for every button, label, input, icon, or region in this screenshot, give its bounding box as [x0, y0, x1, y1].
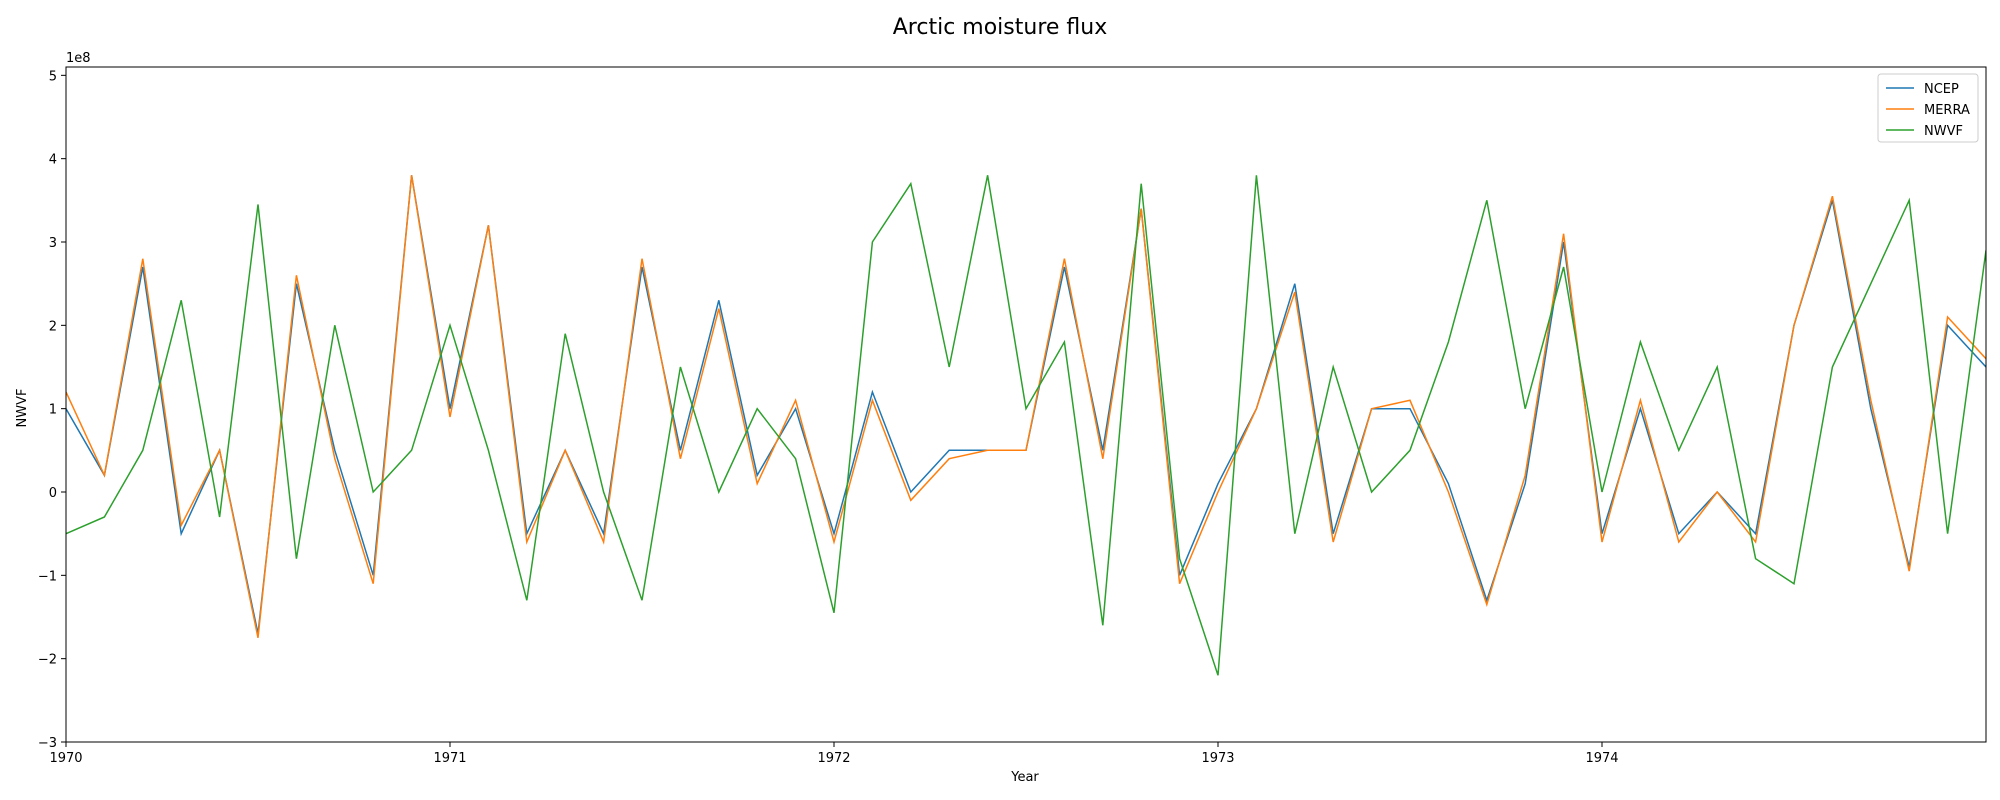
series-line-merra [66, 175, 1986, 638]
legend-box [1877, 73, 1979, 143]
y-offset-label: 1e8 [66, 51, 91, 66]
legend: NCEP MERRA NWVF [1877, 73, 1979, 143]
y-axis-ticks: −3 −2 −1 0 1 2 3 4 5 [38, 69, 66, 751]
y-axis-label: NWVF [15, 389, 30, 428]
y-tick-label: 4 [49, 153, 57, 168]
legend-label: NWVF [1924, 124, 1963, 139]
legend-label: MERRA [1924, 103, 1970, 118]
chart-title: Arctic moisture flux [893, 15, 1107, 40]
x-axis-ticks: 1970 1971 1972 1973 1974 [49, 742, 1619, 766]
y-tick-label: −3 [38, 736, 57, 751]
y-tick-label: 1 [49, 403, 57, 418]
x-axis-label: Year [1010, 770, 1039, 785]
x-tick-label: 1970 [49, 751, 82, 766]
legend-label: NCEP [1924, 82, 1959, 97]
y-tick-label: −2 [38, 653, 57, 668]
x-tick-label: 1972 [817, 751, 850, 766]
x-tick-label: 1973 [1201, 751, 1234, 766]
plot-area [66, 175, 1986, 676]
plot-frame [65, 66, 1987, 743]
x-tick-label: 1974 [1585, 751, 1618, 766]
y-tick-label: 2 [49, 319, 57, 334]
y-tick-label: 0 [49, 486, 57, 501]
x-tick-label: 1971 [433, 751, 466, 766]
y-tick-label: −1 [38, 569, 57, 584]
y-tick-label: 3 [49, 236, 57, 251]
series-line-nwvf [66, 175, 1986, 676]
y-tick-label: 5 [49, 69, 57, 84]
